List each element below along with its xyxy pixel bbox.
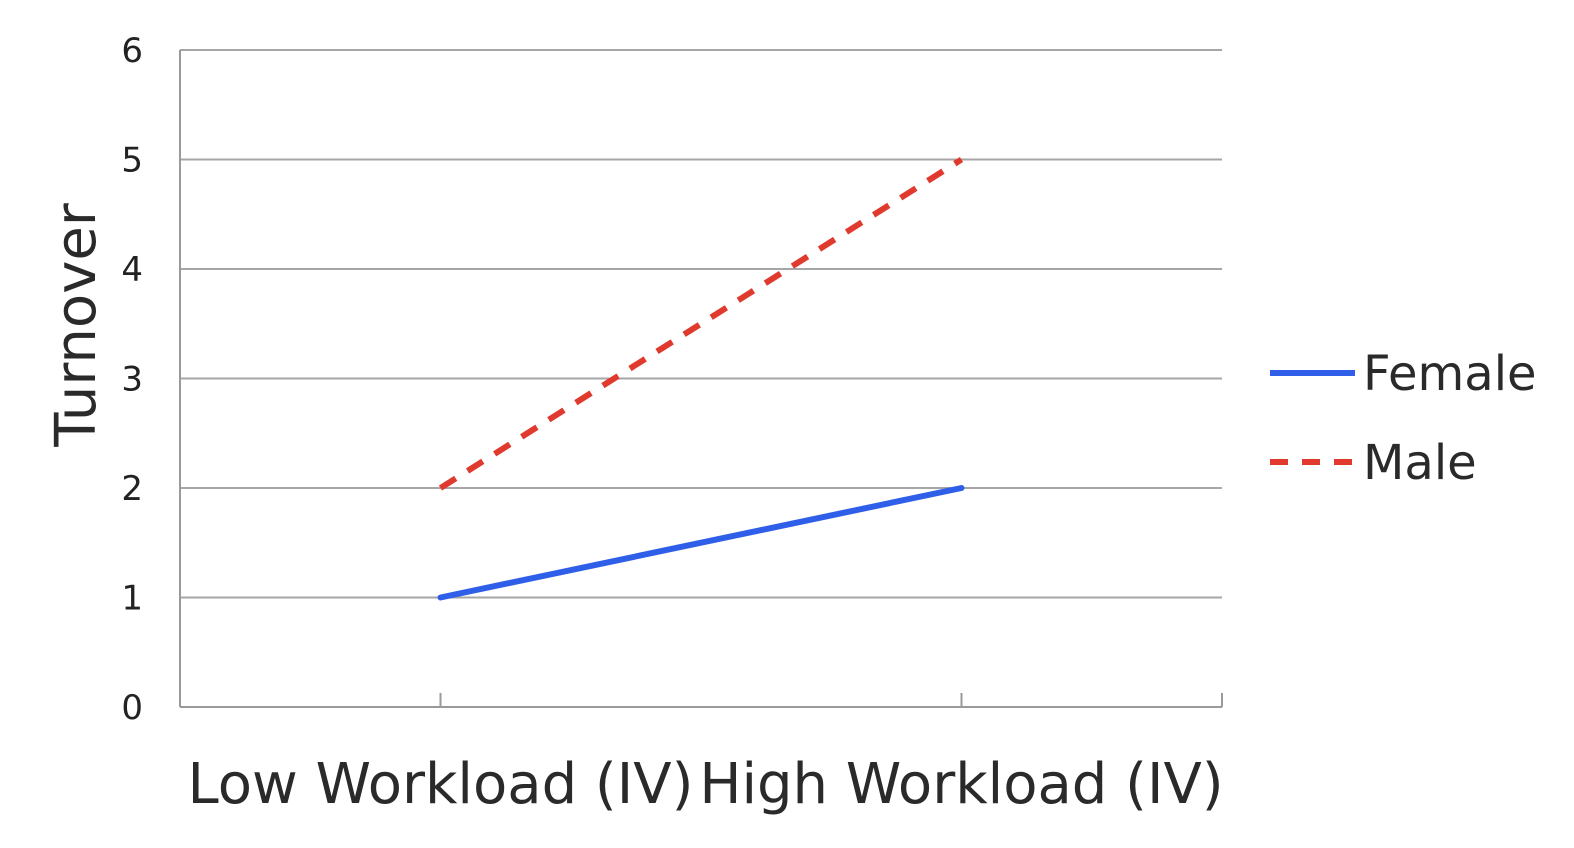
x-category-label: Low Workload (IV) xyxy=(188,752,694,817)
legend: Female Male xyxy=(1270,346,1537,491)
x-tick-marks xyxy=(439,693,1223,707)
series-lines xyxy=(437,156,965,601)
y-tick-labels: 0 1 2 3 4 5 6 xyxy=(121,31,143,728)
series-line-female xyxy=(437,485,965,601)
y-tick-label: 1 xyxy=(121,579,143,619)
x-category-label: High Workload (IV) xyxy=(699,752,1223,817)
legend-label-male: Male xyxy=(1363,435,1477,491)
y-tick-label: 4 xyxy=(121,250,143,290)
legend-label-female: Female xyxy=(1363,346,1537,402)
series-line-male xyxy=(438,156,964,491)
y-tick-label: 2 xyxy=(121,469,143,509)
y-tick-label: 5 xyxy=(121,141,143,181)
x-category-labels: Low Workload (IV) High Workload (IV) xyxy=(188,752,1224,817)
y-tick-label: 6 xyxy=(121,31,143,71)
y-tick-label: 3 xyxy=(121,360,143,400)
gridlines xyxy=(180,49,1222,599)
axes xyxy=(179,50,1222,708)
y-tick-label: 0 xyxy=(121,688,143,728)
y-axis-title: Turnover xyxy=(44,202,109,448)
